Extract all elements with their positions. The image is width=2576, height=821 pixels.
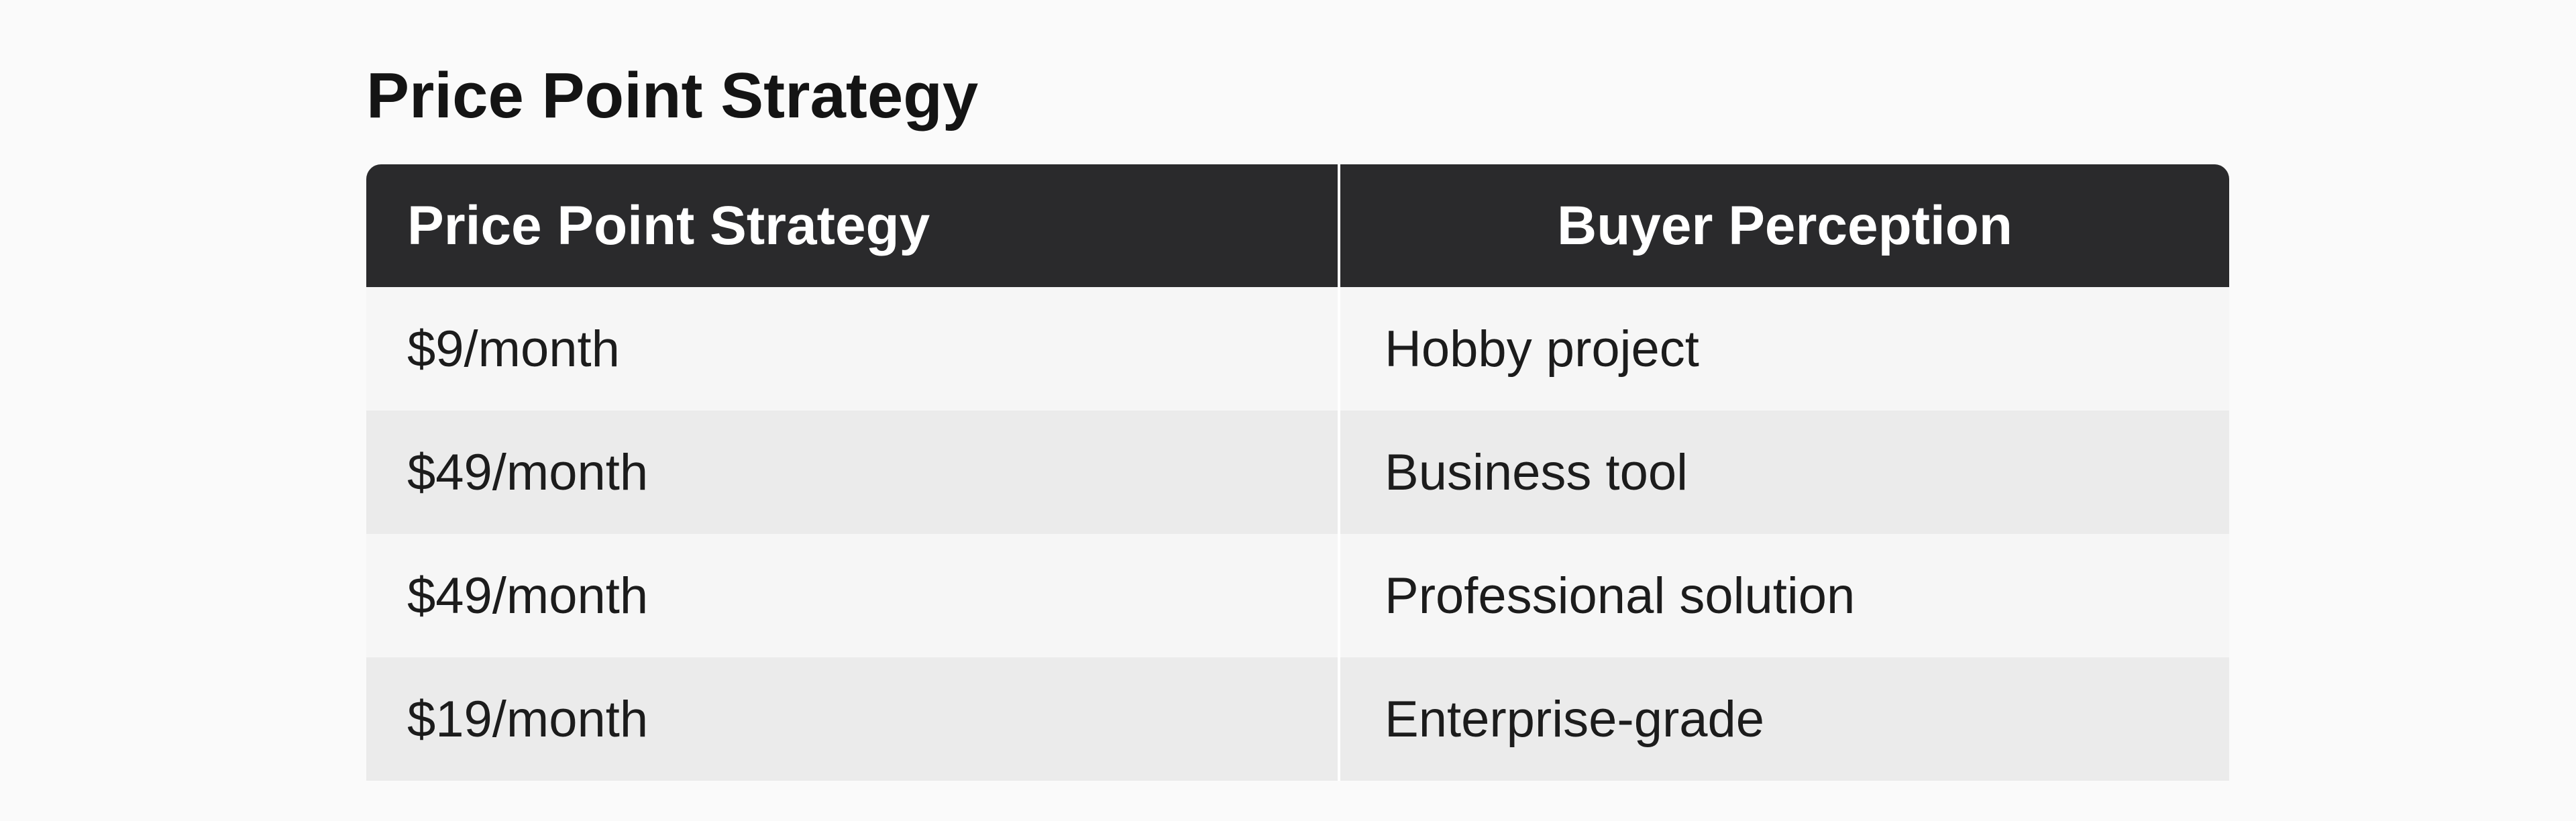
table-row: $49/month Professional solution xyxy=(366,534,2229,657)
table-header: Price Point Strategy Buyer Perception xyxy=(366,164,2229,287)
table-cell: $9/month xyxy=(366,287,1340,410)
table-cell: $49/month xyxy=(366,534,1340,657)
table-row: $19/month Enterprise-grade xyxy=(366,657,2229,781)
table-cell: Business tool xyxy=(1385,443,1688,501)
page-title: Price Point Strategy xyxy=(366,60,979,131)
header-cell: Buyer Perception xyxy=(1557,195,2012,256)
header-cell: Price Point Strategy xyxy=(366,164,1340,287)
table-row: $9/month Hobby project xyxy=(366,287,2229,410)
table-cell: $19/month xyxy=(366,657,1340,781)
table-cell: Enterprise-grade xyxy=(1385,690,1765,748)
table-cell: $49/month xyxy=(366,410,1340,534)
table-row: $49/month Business tool xyxy=(366,410,2229,534)
table-cell: Hobby project xyxy=(1385,320,1699,378)
table: Price Point Strategy Buyer Perception $9… xyxy=(366,164,2229,781)
table-cell: Professional solution xyxy=(1385,567,1856,624)
